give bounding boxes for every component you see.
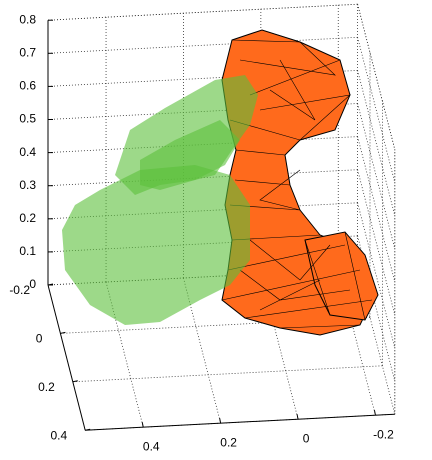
z-tick-label: 0.7 (19, 45, 36, 59)
page: {"chart_data": {"type": "mesh3d", "xlim"… (0, 0, 432, 460)
tick-mark (374, 410, 375, 415)
grid-line (358, 37, 395, 182)
z-tick-label: 0.2 (19, 211, 36, 225)
z-tick-label: 0.3 (19, 178, 36, 192)
grid-line (48, 4, 358, 20)
tick-mark (73, 381, 78, 382)
axis-line (85, 414, 395, 430)
tick-mark (220, 418, 221, 423)
y-tick-label: 0 (36, 332, 43, 346)
chart: 00.10.20.30.40.50.60.70.8-0.200.20.4-0.2… (0, 0, 432, 460)
z-tick-label: 0 (29, 277, 36, 291)
x-tick-label: 0 (303, 431, 310, 445)
tick-mark (297, 414, 298, 419)
grid-line (358, 104, 395, 249)
grid-line (358, 4, 395, 149)
grid-line (73, 366, 383, 382)
z-tick-label: 0.1 (19, 244, 36, 258)
y-tick-label: 0.2 (38, 380, 55, 394)
grid-line (358, 4, 395, 149)
z-tick-label: 0.4 (19, 145, 36, 159)
x-tick-label: 0.2 (220, 435, 237, 449)
x-tick-label: -0.2 (373, 427, 394, 441)
z-tick-label: 0.6 (19, 79, 36, 93)
y-tick-label: -0.2 (9, 283, 30, 297)
grid-line (358, 70, 395, 215)
tick-mark (142, 422, 143, 427)
z-tick-label: 0.5 (19, 112, 36, 126)
y-tick-label: 0.4 (51, 428, 68, 442)
z-tick-label: 0.8 (19, 12, 36, 26)
tick-mark (60, 332, 65, 333)
axis-line (48, 285, 85, 430)
x-tick-label: 0.4 (143, 439, 160, 453)
